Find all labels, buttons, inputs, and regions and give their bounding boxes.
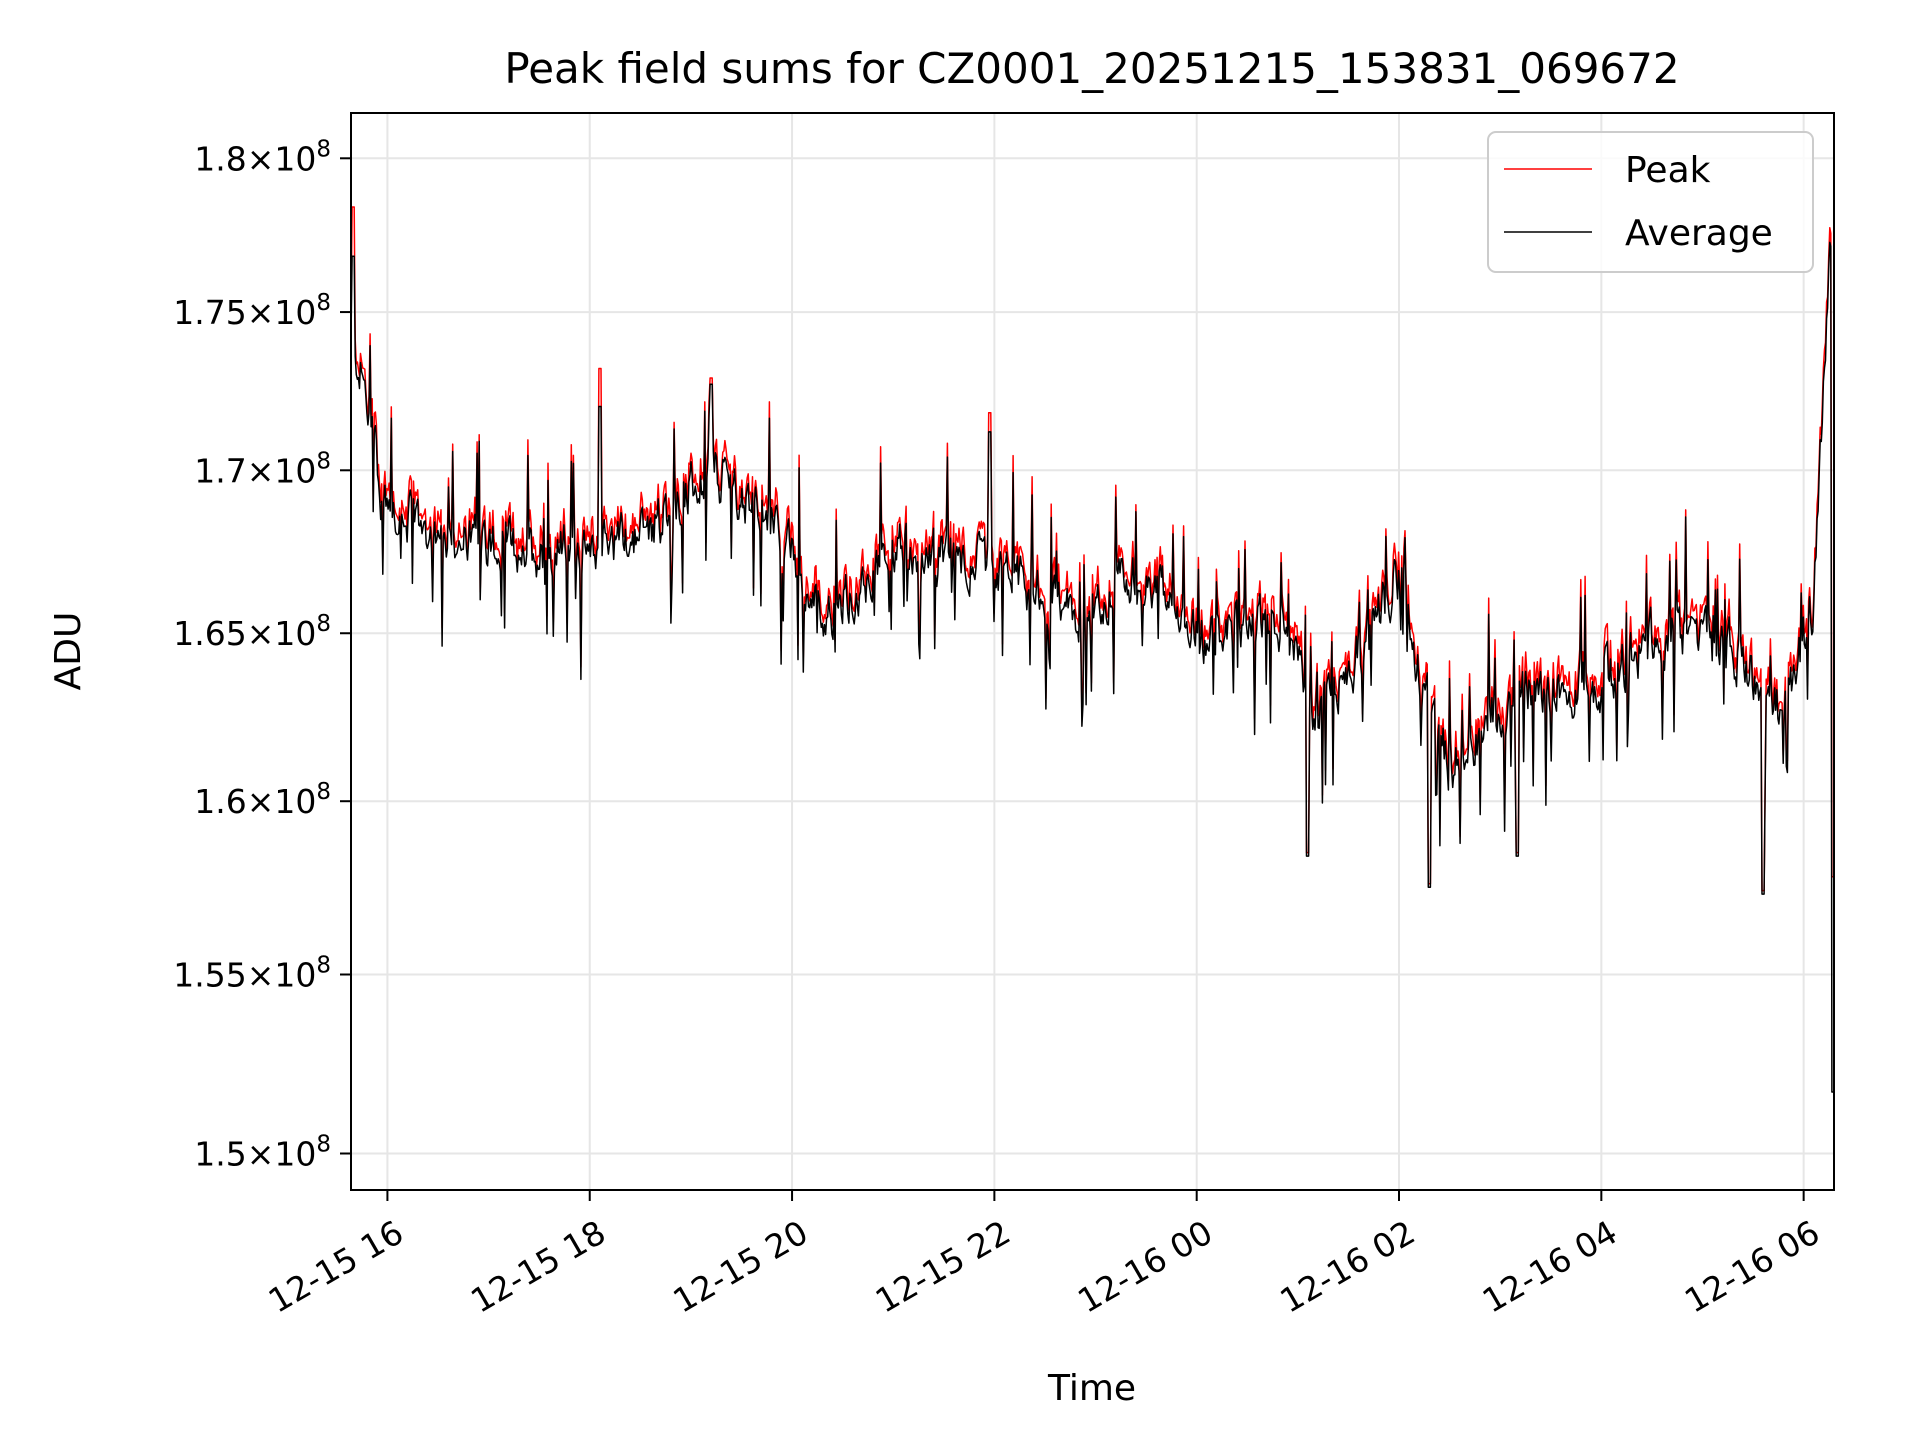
y-tick-multiplier: ×10 (247, 139, 317, 178)
y-tick-mantissa: 1.75 (173, 293, 246, 332)
y-tick-label: 1.6×108 (194, 779, 331, 821)
y-tick-exponent: 8 (316, 1131, 331, 1157)
legend-box (1487, 131, 1814, 273)
y-axis-label: ADU (48, 612, 89, 691)
y-tick-label: 1.8×108 (194, 136, 331, 178)
y-tick-exponent: 8 (316, 448, 331, 474)
y-tick-multiplier: ×10 (247, 614, 317, 653)
y-tick-label: 1.7×108 (194, 448, 331, 490)
y-tick-multiplier: ×10 (247, 451, 317, 490)
y-tick-label: 1.75×108 (173, 290, 331, 332)
y-tick-multiplier: ×10 (247, 956, 317, 995)
y-axis-ticks: 1.5×1081.55×1081.6×1081.65×1081.7×1081.7… (173, 136, 351, 1173)
y-tick-multiplier: ×10 (247, 293, 317, 332)
y-tick-mantissa: 1.55 (173, 956, 246, 995)
legend-label-peak: Peak (1625, 150, 1711, 191)
grid-layer (351, 113, 1834, 1190)
x-axis-label: Time (1047, 1368, 1136, 1409)
y-tick-exponent: 8 (316, 611, 331, 637)
y-tick-label: 1.65×108 (173, 611, 331, 653)
chart-title: Peak field sums for CZ0001_20251215_1538… (504, 44, 1679, 93)
y-tick-mantissa: 1.6 (194, 782, 246, 821)
y-tick-mantissa: 1.65 (173, 614, 246, 653)
y-tick-exponent: 8 (316, 779, 331, 805)
plot-frame (350, 112, 1835, 1191)
y-tick-mantissa: 1.5 (194, 1134, 246, 1173)
legend-label-average: Average (1625, 213, 1773, 254)
y-tick-label: 1.55×108 (173, 953, 331, 995)
y-tick-exponent: 8 (316, 290, 331, 316)
y-tick-mantissa: 1.8 (194, 139, 246, 178)
y-tick-multiplier: ×10 (247, 782, 317, 821)
y-tick-mantissa: 1.7 (194, 451, 246, 490)
y-tick-exponent: 8 (316, 953, 331, 979)
y-tick-multiplier: ×10 (247, 1134, 317, 1173)
y-tick-exponent: 8 (316, 136, 331, 162)
legend: Peak Average (1487, 131, 1814, 273)
series-line-average (350, 241, 1834, 1093)
y-tick-label: 1.5×108 (194, 1131, 331, 1173)
series-layer (350, 206, 1834, 1093)
